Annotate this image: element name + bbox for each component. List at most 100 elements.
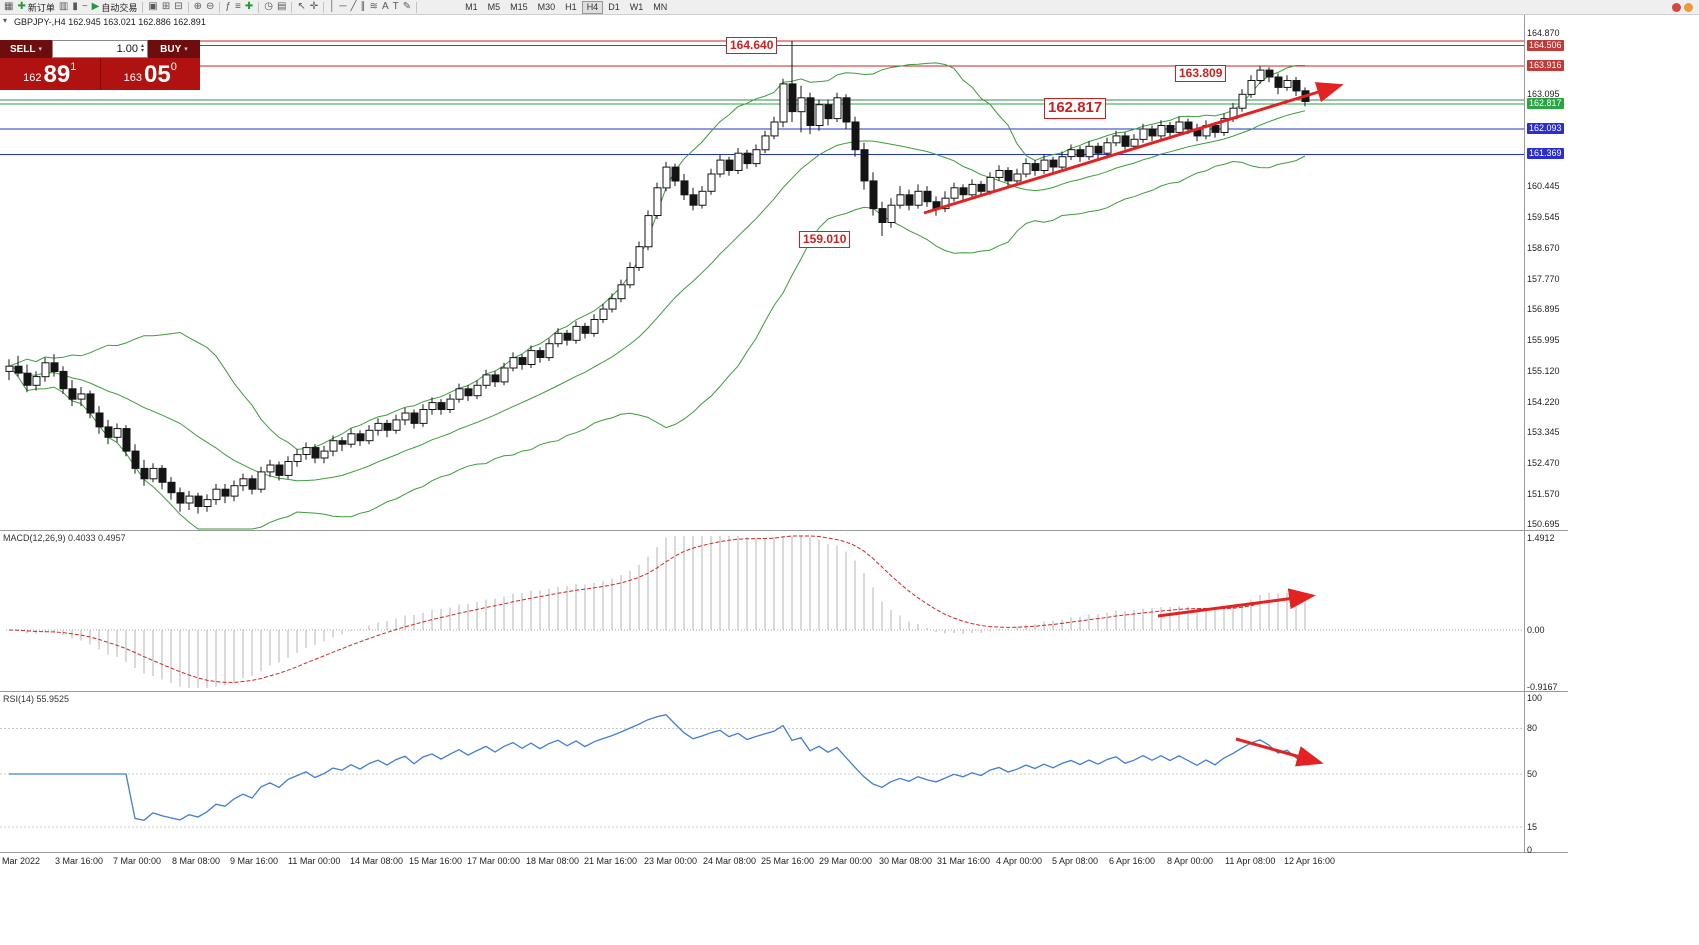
candlesticks [5,41,1310,514]
sell-price-sup: 1 [70,61,77,73]
objects-list-icon[interactable]: ≡ [233,1,243,14]
sell-button[interactable]: 162 89 1 [0,58,101,90]
channel-icon: ∥ [360,1,366,12]
tile-windows-icon[interactable]: ⊞ [160,1,172,14]
templates-icon[interactable]: ▤ [275,1,288,14]
candlestick-chart-icon[interactable]: ▮ [70,1,80,14]
buy-dropdown[interactable]: BUY ▾ [148,40,200,58]
macd-indicator-label: MACD(12,26,9) 0.4033 0.4957 [3,533,126,543]
timeframe-button-m1[interactable]: M1 [465,2,478,12]
notification-icon-orange[interactable] [1684,2,1693,12]
crosshair-icon[interactable]: ✛ [308,1,320,14]
crosshair-icon: ✛ [309,1,319,12]
timeframe-button-m15[interactable]: M15 [510,2,528,12]
fibonacci-icon: ≋ [369,1,378,12]
new-chart-icon[interactable]: ▦ [2,1,15,14]
line-chart-icon[interactable]: ~ [80,1,90,14]
vertical-line-icon[interactable]: │ [327,1,337,14]
notification-icon-red[interactable] [1672,2,1681,12]
sell-dropdown[interactable]: SELL ▾ [0,40,52,58]
add-indicator-icon[interactable]: ✚ [243,1,255,14]
buy-price-big: 05 [144,61,171,88]
symbol-ohlc-info: GBPJPY-,H4 162.945 163.021 162.886 162.8… [14,17,206,27]
price-annotation[interactable]: 164.640 [726,37,778,54]
time-axis-label: 6 Apr 16:00 [1109,856,1156,866]
buy-price-prefix: 163 [123,72,143,84]
cursor-icon[interactable]: ↖ [295,1,307,14]
time-axis-label: 12 Apr 16:00 [1284,856,1336,866]
new-order-button[interactable]: ✚ 新订单 [15,1,56,14]
buy-button[interactable]: 163 05 0 [100,58,200,90]
timeframe-button-w1[interactable]: W1 [629,2,644,12]
timeframe-button-m30[interactable]: M30 [537,2,556,12]
price-axis-label: 150.695 [1527,519,1560,529]
time-axis-label: 8 Mar 08:00 [172,856,221,866]
panel-separator[interactable] [0,530,1568,531]
macd-scale-label: 1.4912 [1527,533,1555,543]
time-axis-label: 3 Mar 16:00 [55,856,104,866]
zoom-out-icon[interactable]: ⊖ [204,1,216,14]
text-label-icon[interactable]: T [391,1,401,14]
chevron-down-icon: ▾ [38,46,43,53]
timeframe-button-h4[interactable]: H4 [581,0,604,14]
price-annotation[interactable]: 162.817 [1044,98,1107,119]
price-annotation[interactable]: 159.010 [799,231,851,248]
timeframe-button-mn[interactable]: MN [653,2,668,12]
price-axis-marker: 162.817 [1527,98,1564,109]
price-axis-label: 159.545 [1527,212,1560,222]
zoom-in-icon[interactable]: ⊕ [192,1,204,14]
time-axis-label: Mar 2022 [2,856,41,866]
panel-separator[interactable] [0,852,1568,853]
trend-arrow[interactable] [923,82,1344,215]
text-icon[interactable]: A [380,1,391,14]
panel-separator[interactable] [0,691,1568,692]
autotrading-button-label: 自动交易 [101,2,138,13]
zoom-out-icon: ⊖ [206,1,215,12]
lot-spinner-icon[interactable]: ▴ ▾ [140,43,144,54]
line-chart-icon: ~ [81,1,88,12]
sell-price-prefix: 162 [23,72,42,84]
time-axis-label: 15 Mar 16:00 [409,856,463,866]
price-axis-label: 155.995 [1527,335,1560,345]
trend-arrow[interactable] [1157,588,1316,618]
channel-icon[interactable]: ∥ [359,1,368,14]
macd-scale-label: -0.9167 [1527,682,1558,692]
bollinger-band-line [8,110,1306,482]
rsi-scale-label: 50 [1527,769,1538,779]
fibonacci-icon[interactable]: ≋ [368,1,380,14]
time-axis-label: 14 Mar 08:00 [350,856,404,866]
timeframe-button-m5[interactable]: M5 [487,2,501,12]
trendline-icon[interactable]: ╱ [349,1,359,14]
period-icon[interactable]: ◷ [262,1,275,14]
arrange-windows-icon[interactable]: ⊟ [172,1,184,14]
lot-size-input[interactable]: 1.00 ▴ ▾ [52,40,148,58]
cascade-windows-icon[interactable]: ▣ [146,1,159,14]
rsi-line [9,713,1306,822]
trend-arrow[interactable] [1235,737,1324,767]
rsi-scale-label: 100 [1527,693,1543,703]
macd-histogram [17,536,1306,688]
indicators-icon[interactable]: ƒ [223,1,233,14]
buy-label: BUY [160,43,182,55]
timeframe-button-h1[interactable]: H1 [565,2,577,12]
autotrading-button[interactable]: ▶ 自动交易 [90,1,140,14]
price-annotation[interactable]: 163.809 [1175,65,1227,82]
draw-icon: ✎ [402,1,412,12]
toolbar-right-icons [1672,2,1697,12]
price-axis-label: 158.670 [1527,243,1560,253]
objects-list-icon: ≡ [234,1,241,12]
one-click-collapse-icon[interactable]: ▾ [3,16,8,25]
price-axis-label: 164.870 [1527,28,1560,38]
price-axis-label: 154.220 [1527,397,1560,407]
bollinger-band-line [8,155,1306,530]
new-chart-icon: ▦ [4,1,14,12]
bar-chart-icon: ▥ [58,1,69,12]
bar-chart-icon[interactable]: ▥ [57,1,70,14]
draw-icon[interactable]: ✎ [401,1,413,14]
arrange-windows-icon: ⊟ [174,1,183,12]
timeframe-button-d1[interactable]: D1 [608,2,620,12]
horizontal-line-icon[interactable]: ─ [337,1,348,14]
price-axis-marker: 161.369 [1527,148,1564,159]
time-axis-label: 9 Mar 16:00 [230,856,279,866]
